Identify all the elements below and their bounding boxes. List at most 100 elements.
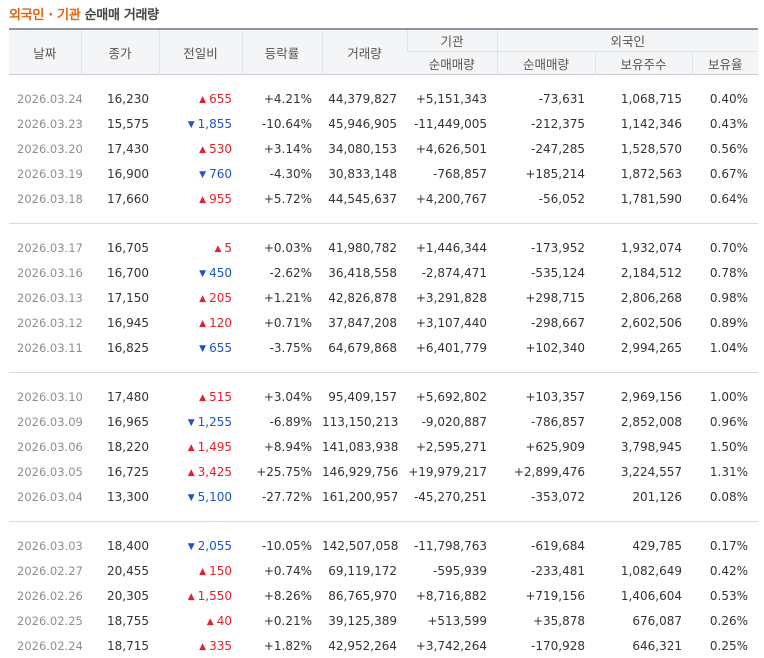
triangle-up-icon: ▲ [199, 194, 207, 205]
date-cell: 2026.03.20 [17, 141, 83, 156]
foreign-shares-cell: 1,932,074 [620, 241, 682, 256]
institution-net-cell: +8,716,882 [415, 588, 487, 603]
rate-cell: +8.26% [263, 588, 312, 603]
change-value: 335 [209, 638, 232, 653]
change-value: 655 [209, 92, 232, 107]
change-cell: ▲ 655 [159, 87, 242, 112]
close-cell: 17,430 [107, 141, 149, 156]
close-cell: 20,455 [107, 564, 149, 579]
close-cell: 17,660 [107, 191, 149, 206]
change-cell: ▼ 655 [159, 335, 242, 360]
rate-cell: +3.14% [263, 141, 312, 156]
foreign-ratio-cell: 0.70% [709, 241, 748, 256]
rate-cell: -27.72% [261, 489, 312, 504]
foreign-net-cell: -212,375 [531, 117, 585, 132]
table-row: 2026.03.18 17,660 ▲ 955 +5.72% 44,545,637 +4,2… [9, 186, 758, 211]
change-value: 5 [224, 241, 232, 256]
foreign-shares-cell: 3,224,557 [620, 464, 682, 479]
date-cell: 2026.03.12 [17, 315, 83, 330]
triangle-up-icon: ▲ [187, 442, 195, 453]
foreign-shares-cell: 3,798,945 [620, 439, 682, 454]
change-cell: ▲ 205 [159, 286, 242, 311]
rate-cell: -6.89% [269, 415, 312, 430]
date-cell: 2026.03.17 [17, 241, 83, 256]
foreign-shares-cell: 2,969,156 [620, 390, 682, 405]
volume-cell: 142,507,058 [322, 539, 399, 554]
triangle-up-icon: ▲ [199, 318, 207, 329]
institution-net-cell: +3,291,828 [415, 290, 487, 305]
date-cell: 2026.02.25 [17, 613, 83, 628]
close-cell: 17,150 [107, 290, 149, 305]
triangle-down-icon: ▼ [199, 169, 207, 180]
close-cell: 16,230 [107, 92, 149, 107]
foreign-net-cell: +185,214 [525, 166, 585, 181]
institution-net-cell: +3,742,264 [415, 638, 487, 653]
foreign-ratio-cell: 0.40% [709, 92, 748, 107]
foreign-net-cell: -535,124 [531, 266, 585, 281]
change-cell: ▲ 515 [159, 385, 242, 410]
institution-net-cell: -768,857 [433, 166, 487, 181]
header-foreign-net: 순매매량 [496, 51, 595, 75]
triangle-down-icon: ▼ [187, 492, 195, 503]
group-divider [9, 508, 758, 522]
header-close: 종가 [80, 29, 159, 75]
rate-cell: -10.64% [261, 117, 312, 132]
foreign-ratio-cell: 0.43% [709, 117, 748, 132]
table-body: 2026.03.24 16,230 ▲ 655 +4.21% 44,379,827 +5,1… [9, 75, 758, 658]
institution-net-cell: +19,979,217 [408, 464, 487, 479]
date-cell: 2026.02.26 [17, 588, 83, 603]
rate-cell: +0.21% [263, 613, 312, 628]
change-cell: ▼ 1,255 [159, 410, 242, 435]
close-cell: 15,575 [107, 117, 149, 132]
close-cell: 16,725 [107, 464, 149, 479]
volume-cell: 37,847,208 [328, 315, 397, 330]
change-value: 530 [209, 141, 232, 156]
foreign-ratio-cell: 1.04% [709, 340, 748, 355]
foreign-ratio-cell: 0.56% [709, 141, 748, 156]
date-cell: 2026.03.23 [17, 117, 83, 132]
institution-net-cell: +1,446,344 [415, 241, 487, 256]
foreign-net-cell: +35,878 [532, 613, 585, 628]
foreign-net-cell: -73,631 [538, 92, 585, 107]
table-row: 2026.03.17 16,705 ▲ 5 +0.03% 41,980,782 +1,446… [9, 236, 758, 261]
institution-net-cell: +6,401,779 [415, 340, 487, 355]
change-cell: ▼ 2,055 [159, 534, 242, 559]
triangle-up-icon: ▲ [199, 393, 207, 404]
institution-net-cell: +3,107,440 [415, 315, 487, 330]
table-row: 2026.03.05 16,725 ▲ 3,425 +25.75% 146,929,756… [9, 459, 758, 484]
group-divider [9, 210, 758, 224]
date-cell: 2026.02.24 [17, 638, 83, 653]
change-value: 655 [209, 340, 232, 355]
foreign-net-cell: +298,715 [525, 290, 585, 305]
triangle-up-icon: ▲ [206, 616, 214, 627]
institution-net-cell: +513,599 [427, 613, 487, 628]
foreign-net-cell: -247,285 [531, 141, 585, 156]
volume-cell: 42,952,264 [328, 638, 397, 653]
close-cell: 16,945 [107, 315, 149, 330]
foreign-net-cell: +625,909 [525, 439, 585, 454]
volume-cell: 39,125,389 [328, 613, 397, 628]
table-row: 2026.03.16 16,700 ▼ 450 -2.62% 36,418,558 -2,8… [9, 261, 758, 286]
triangle-up-icon: ▲ [214, 244, 222, 255]
volume-cell: 95,409,157 [328, 390, 397, 405]
rate-cell: +25.75% [256, 464, 312, 479]
institution-net-cell: -595,939 [433, 564, 487, 579]
change-value: 3,425 [197, 464, 232, 479]
date-cell: 2026.03.03 [17, 539, 83, 554]
foreign-shares-cell: 201,126 [632, 489, 682, 504]
foreign-shares-cell: 1,528,570 [620, 141, 682, 156]
rate-cell: -3.75% [269, 340, 312, 355]
volume-cell: 86,765,970 [328, 588, 397, 603]
table-row: 2026.02.26 20,305 ▲ 1,550 +8.26% 86,765,970 +8… [9, 584, 758, 609]
foreign-ratio-cell: 0.53% [709, 588, 748, 603]
foreign-net-cell: -233,481 [531, 564, 585, 579]
date-cell: 2026.03.19 [17, 166, 83, 181]
foreign-shares-cell: 1,142,346 [620, 117, 682, 132]
date-cell: 2026.02.27 [17, 564, 83, 579]
change-value: 205 [209, 290, 232, 305]
volume-cell: 113,150,213 [322, 415, 399, 430]
table-row: 2026.03.03 18,400 ▼ 2,055 -10.05% 142,507,058… [9, 534, 758, 559]
change-cell: ▲ 120 [159, 310, 242, 335]
rate-cell: +3.04% [263, 390, 312, 405]
foreign-net-cell: -56,052 [538, 191, 585, 206]
